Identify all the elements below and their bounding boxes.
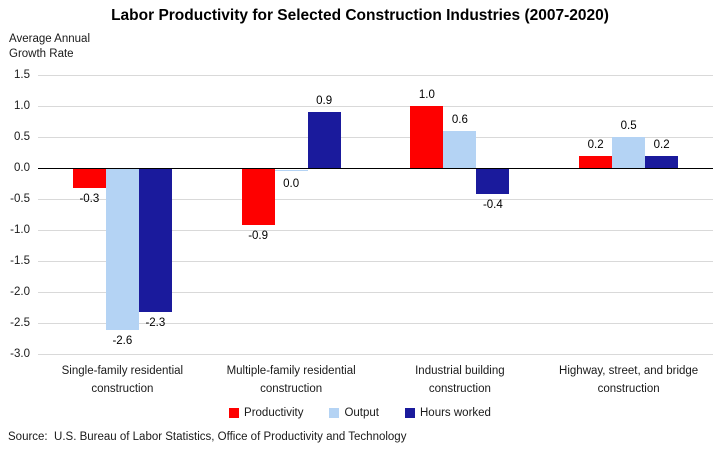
y-tick-label: -2.5 [10, 317, 30, 329]
bar-hours-worked-1 [307, 112, 341, 168]
bar-value-label: 0.2 [653, 138, 670, 151]
x-category-label: Industrial building construction [365, 362, 555, 398]
x-category-label: Highway, street, and bridge construction [534, 362, 720, 398]
y-tick-label: -3.0 [10, 348, 30, 360]
x-category-label: Multiple-family residential construction [196, 362, 386, 398]
legend-label: Output [344, 407, 379, 419]
y-tick-label: 0.5 [14, 131, 30, 143]
x-category-label-line: construction [597, 383, 660, 395]
gridline [38, 322, 713, 324]
legend-item: Output [329, 407, 379, 419]
legend-swatch-productivity [229, 408, 240, 418]
y-tick-label: -1.0 [10, 224, 30, 236]
legend-swatch-output [329, 408, 340, 418]
x-category-label-line: Highway, street, and bridge [559, 365, 699, 377]
gridline [38, 229, 713, 231]
zero-axis-line [38, 167, 713, 170]
y-axis-title: Average Annual Growth Rate [9, 32, 90, 62]
bar-value-label: -0.4 [482, 198, 503, 211]
bar-output-0 [105, 169, 139, 331]
legend-label: Hours worked [420, 407, 491, 419]
source-note: Source: U.S. Bureau of Labor Statistics,… [8, 431, 407, 443]
x-category-label-line: construction [260, 383, 323, 395]
bar-hours-worked-3 [645, 155, 679, 168]
bar-value-label: -2.3 [145, 316, 166, 329]
y-tick-label: 0.0 [14, 162, 30, 174]
y-tick-label: -0.5 [10, 193, 30, 205]
gridline [38, 260, 713, 262]
y-tick-label: 1.5 [14, 69, 30, 81]
y-tick-label: 1.0 [14, 100, 30, 112]
chart-title: Labor Productivity for Selected Construc… [111, 7, 609, 24]
x-category-label-line: Industrial building [415, 365, 505, 377]
x-category-label-line: Single-family residential [61, 365, 184, 377]
bar-value-label: 0.6 [451, 113, 468, 126]
bar-hours-worked-0 [138, 169, 172, 312]
gridline [38, 136, 713, 138]
legend-swatch-hours-worked [405, 408, 415, 418]
legend-label: Productivity [244, 407, 304, 419]
bar-value-label: -2.6 [112, 335, 133, 348]
gridline [38, 105, 713, 107]
legend-item: Hours worked [405, 407, 491, 419]
bar-output-1 [274, 169, 308, 171]
y-tick-label: -1.5 [10, 255, 30, 267]
bar-productivity-3 [579, 155, 613, 168]
bar-output-2 [443, 130, 477, 168]
bar-value-label: 0.0 [283, 178, 300, 190]
bar-value-label: -0.3 [79, 192, 100, 205]
x-category-label-line: construction [91, 383, 154, 395]
bar-productivity-2 [410, 106, 444, 168]
bar-hours-worked-2 [476, 169, 510, 194]
x-category-label-line: construction [428, 383, 491, 395]
gridline [38, 291, 713, 293]
bar-value-label: -0.9 [248, 229, 269, 242]
gridline [38, 198, 713, 200]
bar-productivity-1 [241, 169, 275, 225]
y-axis-title-line-1: Average Annual [9, 33, 90, 45]
y-tick-label: -2.0 [10, 286, 30, 298]
bar-value-label: 0.9 [316, 95, 333, 108]
legend-item: Productivity [229, 407, 303, 419]
gridline [38, 74, 713, 76]
y-axis-title-line-2: Growth Rate [9, 48, 74, 60]
bar-value-label: 0.2 [587, 138, 604, 151]
x-category-label: Single-family residential construction [27, 362, 217, 398]
bar-productivity-0 [72, 169, 106, 188]
chart-legend: Productivity Output Hours worked [0, 407, 720, 419]
bar-value-label: 0.5 [620, 120, 637, 132]
gridline [38, 353, 713, 355]
bar-value-label: 1.0 [418, 89, 435, 101]
bar-output-3 [612, 137, 646, 168]
x-category-label-line: Multiple-family residential [226, 365, 356, 377]
